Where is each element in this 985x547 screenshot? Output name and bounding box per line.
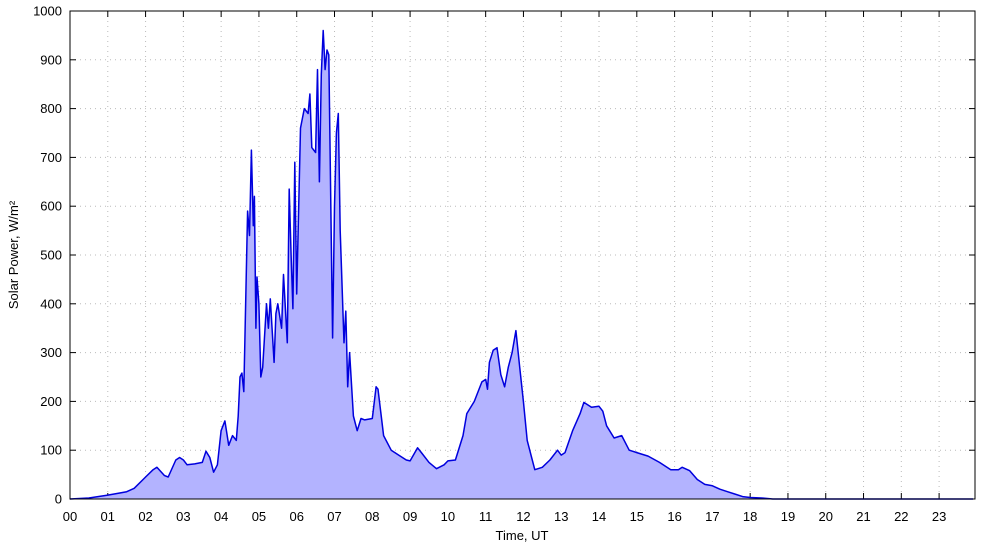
y-tick-label: 0 [55,492,62,507]
x-tick-label: 13 [554,509,568,524]
x-tick-label: 22 [894,509,908,524]
area-line [69,29,974,500]
x-tick-label: 06 [289,509,303,524]
x-tick-label: 21 [856,509,870,524]
y-tick-label: 700 [40,150,62,165]
area-fill [70,30,974,499]
x-tick-label: 19 [781,509,795,524]
x-tick-label: 20 [819,509,833,524]
y-tick-label: 800 [40,101,62,116]
x-tick-label: 04 [214,509,228,524]
plot-frame [69,10,976,500]
x-tick-label: 08 [365,509,379,524]
y-tick-label: 300 [40,345,62,360]
x-tick-label: 09 [403,509,417,524]
y-axis-label: Solar Power, W/m² [6,200,21,309]
x-axis-label: Time, UT [496,528,549,543]
x-tick-label: 03 [176,509,190,524]
x-tick-label: 17 [705,509,719,524]
x-tick-label: 07 [327,509,341,524]
y-tick-label: 1000 [33,4,62,19]
x-tick-label: 10 [441,509,455,524]
x-tick-label: 01 [101,509,115,524]
x-tick-label: 12 [516,509,530,524]
x-tick-label: 05 [252,509,266,524]
x-tick-label: 18 [743,509,757,524]
y-tick-label: 100 [40,443,62,458]
x-tick-label: 16 [667,509,681,524]
x-tick-label: 23 [932,509,946,524]
y-tick-label: 900 [40,52,62,67]
x-tick-label: 15 [630,509,644,524]
y-tick-label: 600 [40,199,62,214]
x-tick-label: 00 [63,509,77,524]
y-tick-label: 500 [40,248,62,263]
x-tick-label: 14 [592,509,606,524]
x-tick-label: 11 [479,509,493,524]
y-tick-label: 200 [40,394,62,409]
x-tick-label: 02 [138,509,152,524]
y-tick-label: 400 [40,296,62,311]
